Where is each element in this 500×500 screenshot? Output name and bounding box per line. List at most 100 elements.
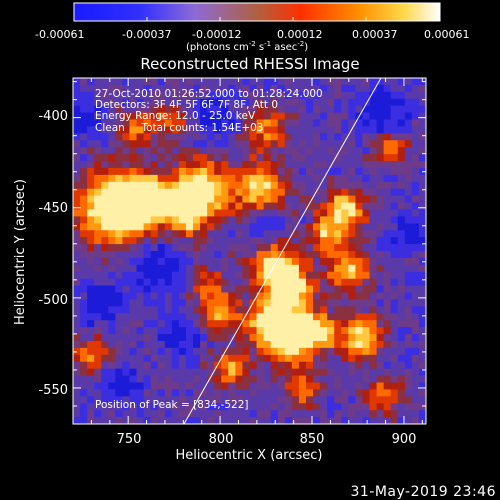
image-pixel <box>80 195 88 203</box>
image-pixel <box>341 91 349 100</box>
image-pixel <box>418 195 426 203</box>
image-pixel <box>249 251 257 259</box>
image-pixel <box>256 327 265 335</box>
image-pixel <box>298 389 307 397</box>
image-pixel <box>185 105 194 113</box>
image-pixel <box>164 375 173 383</box>
image-pixel <box>390 347 399 356</box>
image-pixel <box>369 347 377 356</box>
image-pixel <box>157 147 166 155</box>
image-pixel <box>129 98 137 107</box>
image-pixel <box>221 306 229 314</box>
image-pixel <box>228 375 236 383</box>
image-pixel <box>305 292 314 300</box>
image-pixel <box>242 264 250 273</box>
image-pixel <box>136 209 144 217</box>
image-pixel <box>390 264 399 273</box>
image-pixel <box>249 306 257 314</box>
image-pixel <box>242 174 250 183</box>
image-pixel <box>228 119 236 127</box>
image-pixel <box>355 119 363 127</box>
colorbar-tick-label: 0.00061 <box>424 28 470 41</box>
image-pixel <box>320 230 328 238</box>
image-pixel <box>284 264 293 273</box>
image-pixel <box>327 230 335 238</box>
image-pixel <box>171 299 180 307</box>
image-pixel <box>291 382 300 390</box>
image-pixel <box>277 223 286 231</box>
image-pixel <box>256 174 265 183</box>
image-pixel <box>369 112 377 120</box>
image-pixel <box>108 147 116 155</box>
image-pixel <box>355 140 363 148</box>
image-pixel <box>122 195 130 203</box>
image-pixel <box>298 84 307 93</box>
image-pixel <box>376 112 385 120</box>
image-pixel <box>87 410 95 418</box>
image-pixel <box>200 278 208 286</box>
image-pixel <box>341 174 349 183</box>
image-pixel <box>101 140 109 148</box>
image-pixel <box>411 230 420 238</box>
image-pixel <box>327 340 335 349</box>
image-pixel <box>171 271 180 280</box>
image-pixel <box>214 313 222 321</box>
image-pixel <box>313 209 321 217</box>
image-pixel <box>235 327 243 335</box>
image-pixel <box>87 368 95 376</box>
image-pixel <box>397 320 406 328</box>
image-pixel <box>164 382 173 390</box>
image-pixel <box>73 133 81 141</box>
image-pixel <box>80 403 88 411</box>
image-pixel <box>376 230 385 238</box>
image-pixel <box>362 84 370 93</box>
image-pixel <box>221 195 229 203</box>
image-pixel <box>404 244 413 252</box>
image-pixel <box>404 216 413 224</box>
image-pixel <box>362 299 370 307</box>
image-pixel <box>207 368 215 376</box>
image-pixel <box>193 354 201 363</box>
image-pixel <box>129 188 137 197</box>
image-pixel <box>362 396 370 404</box>
image-pixel <box>178 195 187 203</box>
image-pixel <box>256 181 265 190</box>
image-pixel <box>171 375 180 383</box>
image-pixel <box>334 84 342 93</box>
image-pixel <box>221 257 229 266</box>
image-pixel <box>327 223 335 231</box>
image-pixel <box>341 147 349 155</box>
image-pixel <box>122 389 130 397</box>
image-pixel <box>122 244 130 252</box>
image-pixel <box>214 327 222 335</box>
image-pixel <box>284 154 293 162</box>
image-pixel <box>277 133 286 141</box>
image-pixel <box>207 91 215 100</box>
image-pixel <box>207 244 215 252</box>
image-pixel <box>411 140 420 148</box>
image-pixel <box>235 98 243 107</box>
image-pixel <box>376 375 385 383</box>
image-pixel <box>150 257 159 266</box>
image-pixel <box>305 244 314 252</box>
image-pixel <box>383 396 392 404</box>
image-pixel <box>348 382 356 390</box>
image-pixel <box>334 278 342 286</box>
image-pixel <box>298 126 307 134</box>
image-pixel <box>341 161 349 169</box>
image-pixel <box>284 396 293 404</box>
image-pixel <box>87 91 95 100</box>
image-pixel <box>164 244 173 252</box>
image-pixel <box>362 174 370 183</box>
image-pixel <box>298 299 307 307</box>
image-pixel <box>369 84 377 93</box>
image-pixel <box>235 174 243 183</box>
colorbar-tick-label: -0.00061 <box>35 28 84 41</box>
image-pixel <box>348 313 356 321</box>
image-pixel <box>320 368 328 376</box>
image-pixel <box>193 382 201 390</box>
image-pixel <box>305 223 314 231</box>
image-pixel <box>115 223 123 231</box>
image-pixel <box>404 119 413 127</box>
image-pixel <box>327 410 335 418</box>
